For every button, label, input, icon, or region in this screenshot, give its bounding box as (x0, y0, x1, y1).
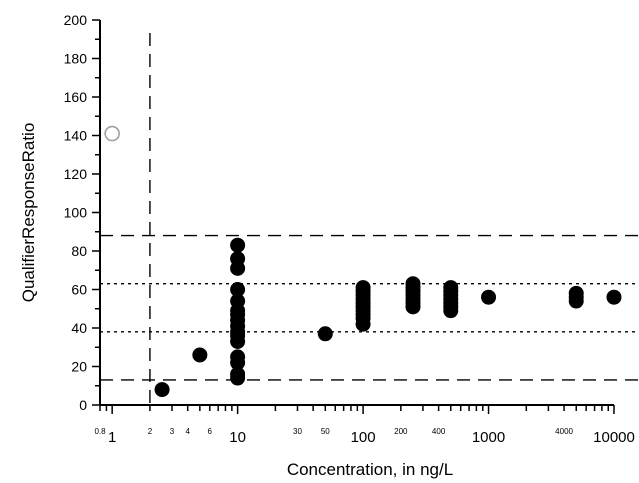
x-tick-label: 30 (293, 427, 302, 436)
y-tick-label: 80 (71, 243, 87, 259)
y-tick-label: 60 (71, 282, 87, 298)
x-axis-label: Concentration, in ng/L (287, 460, 453, 479)
x-tick-label: 1 (108, 429, 116, 446)
data-point (230, 251, 246, 267)
x-tick-label: 200 (394, 427, 408, 436)
y-tick-label: 140 (64, 128, 88, 144)
data-point (154, 382, 170, 398)
x-axis-ticks: 0.8 1 2 3 4 6 10 30 50 100 200 400 1000 4000 10000 (94, 405, 635, 446)
y-tick-label: 0 (79, 397, 87, 413)
x-tick-label: 100 (351, 429, 376, 446)
y-axis-ticks: 0 20 40 60 80 100 120 140 160 180 200 (64, 12, 100, 413)
data-point (230, 237, 246, 253)
open-data-point (104, 125, 120, 142)
y-tick-label: 180 (64, 51, 88, 67)
data-point (317, 326, 333, 342)
data-point (192, 347, 208, 363)
y-axis-label: QualifierResponseRatio (19, 123, 38, 303)
data-point (355, 280, 371, 296)
data-points (104, 125, 622, 398)
data-point (405, 276, 421, 292)
x-tick-label: 10000 (593, 429, 635, 446)
x-tick-label: 400 (432, 427, 446, 436)
x-tick-label: 6 (208, 427, 213, 436)
data-point (443, 280, 459, 296)
x-tick-label: 50 (321, 427, 330, 436)
y-tick-label: 200 (64, 12, 88, 28)
data-point (230, 349, 246, 365)
y-tick-label: 100 (64, 205, 88, 221)
reference-lines (100, 33, 639, 405)
data-point (481, 289, 497, 305)
x-tick-label: 4 (185, 427, 190, 436)
y-tick-label: 120 (64, 166, 88, 182)
y-tick-label: 40 (71, 320, 87, 336)
x-tick-label: 0.8 (94, 427, 106, 436)
x-tick-label: 10 (229, 429, 246, 446)
data-point (230, 282, 246, 297)
data-point (568, 285, 584, 301)
x-tick-label: 2 (148, 427, 153, 436)
x-tick-label: 1000 (472, 429, 505, 446)
x-tick-label: 3 (170, 427, 175, 436)
x-tick-label: 4000 (555, 427, 573, 436)
axes (99, 20, 614, 406)
y-tick-label: 160 (64, 89, 88, 105)
y-tick-label: 20 (71, 359, 87, 375)
data-point (606, 289, 622, 305)
